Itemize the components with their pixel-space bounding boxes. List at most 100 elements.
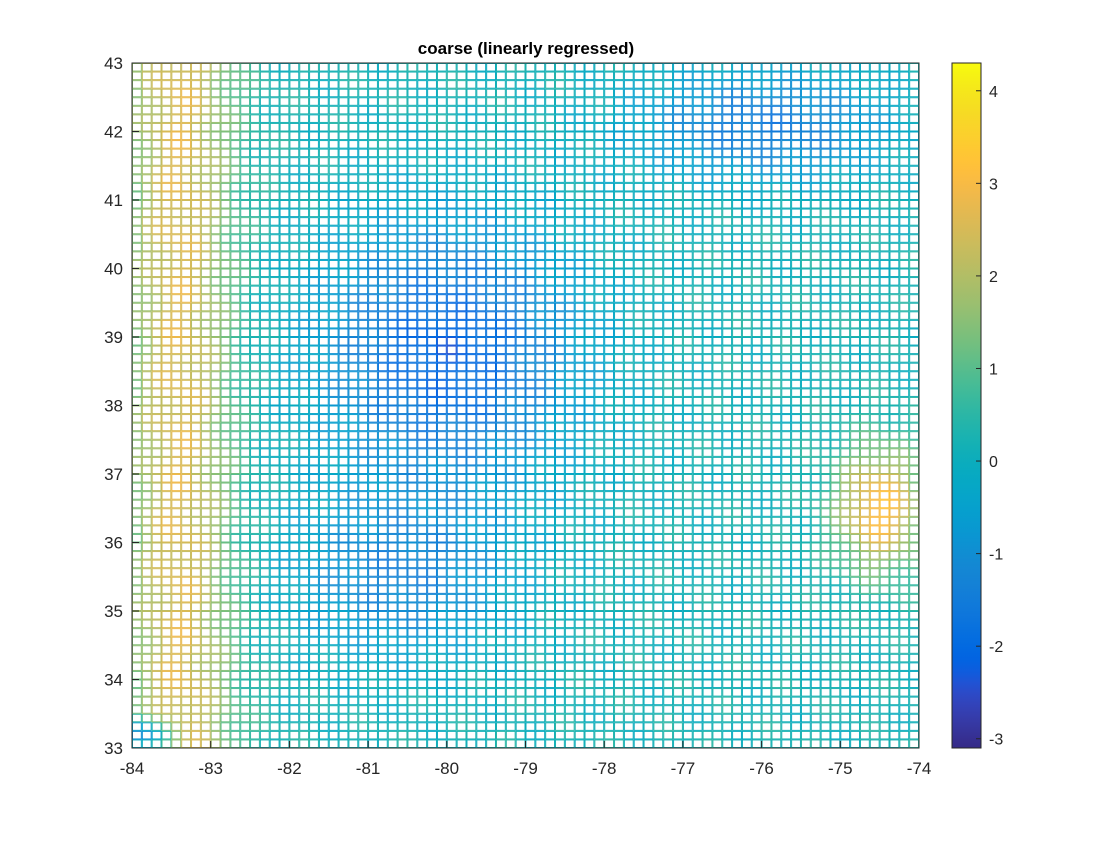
grid-cell <box>289 688 300 697</box>
grid-cell <box>240 696 251 706</box>
grid-cell <box>476 191 487 201</box>
grid-cell <box>250 71 260 81</box>
grid-cell <box>584 593 595 603</box>
grid-cell <box>269 140 280 149</box>
grid-cell <box>584 251 595 260</box>
grid-cell <box>220 585 231 594</box>
grid-cell <box>161 191 172 201</box>
grid-cell <box>614 302 624 312</box>
grid-cell <box>210 285 221 295</box>
grid-cell <box>171 88 182 98</box>
grid-cell <box>141 431 152 440</box>
grid-cell <box>250 533 260 543</box>
grid-cell <box>564 585 575 594</box>
grid-cell <box>702 217 713 226</box>
grid-cell <box>604 225 615 235</box>
grid-cell <box>151 414 162 423</box>
grid-cell <box>299 645 310 654</box>
grid-cell <box>495 422 506 432</box>
grid-cell <box>210 319 221 329</box>
grid-cell <box>643 611 654 620</box>
grid-cell <box>604 439 615 449</box>
grid-cell <box>594 148 605 158</box>
grid-cell <box>309 97 319 106</box>
grid-cell <box>318 294 329 303</box>
grid-cell <box>732 593 742 603</box>
grid-cell <box>614 482 624 492</box>
grid-cell <box>318 396 329 406</box>
grid-cell <box>515 388 526 397</box>
grid-cell <box>338 148 349 158</box>
grid-cell <box>505 448 516 457</box>
grid-cell <box>240 482 251 492</box>
grid-cell <box>417 730 428 740</box>
grid-cell <box>692 405 703 415</box>
grid-cell <box>702 388 713 397</box>
grid-cell <box>476 474 487 483</box>
grid-cell <box>555 131 565 141</box>
grid-cell <box>220 114 231 123</box>
grid-cell <box>535 63 546 72</box>
grid-cell <box>436 525 447 534</box>
grid-cell <box>141 414 152 423</box>
grid-cell <box>456 542 467 552</box>
grid-cell <box>594 405 605 415</box>
grid-cell <box>545 259 556 269</box>
grid-cell <box>741 491 752 500</box>
grid-cell <box>240 611 251 620</box>
grid-cell <box>535 662 546 671</box>
grid-cell <box>151 542 162 552</box>
grid-cell <box>682 114 693 123</box>
grid-cell <box>604 474 615 483</box>
grid-cell <box>269 294 280 303</box>
grid-cell <box>220 311 231 320</box>
grid-cell <box>191 225 201 235</box>
grid-cell <box>299 713 310 723</box>
grid-cell <box>643 148 654 158</box>
grid-cell <box>191 354 201 363</box>
grid-cell <box>446 628 457 637</box>
grid-cell <box>141 97 152 106</box>
grid-cell <box>505 593 516 603</box>
grid-cell <box>417 405 428 415</box>
grid-cell <box>682 722 693 731</box>
grid-cell <box>633 542 644 552</box>
grid-cell <box>348 302 359 312</box>
grid-cell <box>269 508 280 517</box>
grid-cell <box>240 277 251 286</box>
grid-cell <box>564 71 575 81</box>
grid-cell <box>456 165 467 175</box>
grid-cell <box>299 63 310 72</box>
grid-cell <box>269 491 280 500</box>
grid-cell <box>259 730 270 740</box>
grid-cell <box>240 499 251 509</box>
grid-cell <box>407 294 418 303</box>
grid-cell <box>200 165 211 175</box>
grid-cell <box>171 474 182 483</box>
grid-cell <box>614 80 624 89</box>
grid-cell <box>574 645 585 654</box>
grid-cell <box>741 542 752 552</box>
grid-cell <box>181 105 192 115</box>
grid-cell <box>732 611 742 620</box>
grid-cell <box>564 208 575 218</box>
grid-cell <box>633 371 644 380</box>
grid-cell <box>269 611 280 620</box>
grid-cell <box>230 319 241 329</box>
grid-cell <box>377 208 388 218</box>
grid-cell <box>515 182 526 192</box>
grid-cell <box>633 302 644 312</box>
grid-cell <box>682 242 693 252</box>
grid-cell <box>535 739 546 749</box>
grid-cell <box>446 525 457 534</box>
grid-cell <box>505 619 516 629</box>
grid-cell <box>495 277 506 286</box>
grid-cell <box>397 268 408 278</box>
grid-cell <box>328 71 339 81</box>
grid-cell <box>250 499 260 509</box>
grid-cell <box>407 354 418 363</box>
grid-cell <box>348 217 359 226</box>
grid-cell <box>466 277 477 286</box>
grid-cell <box>259 354 270 363</box>
